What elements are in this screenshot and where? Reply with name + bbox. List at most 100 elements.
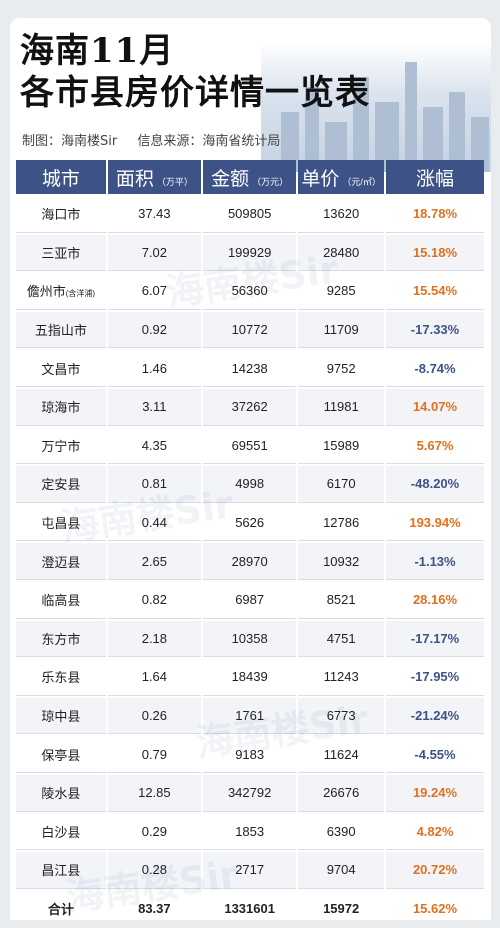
change-cell: 4.82% <box>386 814 484 851</box>
amount-cell: 1761 <box>203 697 297 735</box>
amount-cell: 342792 <box>203 774 297 812</box>
city-cell: 海口市 <box>16 196 106 233</box>
city-cell: 儋州市(含洋浦) <box>16 273 106 310</box>
price-cell: 8521 <box>298 582 385 619</box>
total-area: 83.37 <box>138 900 171 916</box>
table-row: 定安县 0.81 4998 6170 -48.20% <box>16 466 484 503</box>
price-cell: 15989 <box>298 428 385 465</box>
area-cell: 37.43 <box>107 196 202 233</box>
price-cell: 26676 <box>298 774 385 812</box>
price-table: 城市 面积 （万平） 金额 （万元） 单价 （元/㎡） 涨幅 海口市 37.43 5098… <box>14 158 486 928</box>
table-row: 乐东县 1.64 18439 11243 -17.95% <box>16 659 484 696</box>
city-name: 东方市 <box>41 631 81 647</box>
city-cell: 万宁市 <box>16 428 106 465</box>
city-name: 万宁市 <box>41 438 81 454</box>
change-cell: 15.18% <box>386 234 484 272</box>
amount-cell: 10358 <box>203 620 297 658</box>
total-label: 合计 <box>47 901 74 917</box>
table-row: 海口市 37.43 509805 13620 18.78% <box>16 196 484 233</box>
change-cell: -17.17% <box>386 620 484 658</box>
city-name: 文昌市 <box>41 361 81 377</box>
city-cell: 屯昌县 <box>16 505 106 542</box>
price-cell: 12786 <box>298 505 385 542</box>
amount-cell: 18439 <box>203 659 297 696</box>
change-cell: -8.74% <box>386 350 484 387</box>
price-cell: 28480 <box>298 234 385 272</box>
header-change: 涨幅 <box>386 160 484 194</box>
amount-cell: 10772 <box>203 311 297 349</box>
change-cell: -1.13% <box>386 543 484 580</box>
city-cell: 琼中县 <box>16 697 106 735</box>
price-cell: 4751 <box>298 620 385 658</box>
amount-cell: 1853 <box>203 814 297 851</box>
city-name: 定安县 <box>41 477 81 493</box>
city-cell: 陵水县 <box>16 774 106 812</box>
area-cell: 0.44 <box>107 505 202 542</box>
total-change: 15.62% <box>412 900 458 916</box>
header-city: 城市 <box>16 160 106 194</box>
city-cell: 昌江县 <box>16 852 106 889</box>
city-cell: 乐东县 <box>16 659 106 696</box>
price-cell: 9285 <box>298 273 385 310</box>
change-cell: -17.33% <box>386 311 484 349</box>
amount-cell: 6987 <box>203 582 297 619</box>
table-row: 保亭县 0.79 9183 11624 -4.55% <box>16 736 484 773</box>
city-cell: 白沙县 <box>16 814 106 851</box>
table-row: 临高县 0.82 6987 8521 28.16% <box>16 582 484 619</box>
change-cell: -4.55% <box>386 736 484 773</box>
author-credit: 制图：海南楼Sir <box>22 134 118 149</box>
amount-cell: 56360 <box>203 273 297 310</box>
table-row: 陵水县 12.85 342792 26676 19.24% <box>16 774 484 812</box>
price-cell: 11981 <box>298 388 385 426</box>
city-name: 昌江县 <box>41 863 81 879</box>
city-name: 五指山市 <box>34 323 87 339</box>
table-row: 东方市 2.18 10358 4751 -17.17% <box>16 620 484 658</box>
city-cell: 五指山市 <box>16 311 106 349</box>
price-cell: 9752 <box>298 350 385 387</box>
area-cell: 0.82 <box>107 582 202 619</box>
amount-cell: 4998 <box>203 466 297 503</box>
header-area: 面积 （万平） <box>107 160 202 194</box>
area-cell: 0.26 <box>107 697 202 735</box>
area-cell: 0.92 <box>107 311 202 349</box>
price-cell: 10932 <box>298 543 385 580</box>
change-cell: 28.16% <box>386 582 484 619</box>
area-cell: 2.65 <box>107 543 202 580</box>
amount-cell: 5626 <box>203 505 297 542</box>
city-name: 白沙县 <box>41 824 81 840</box>
area-cell: 3.11 <box>107 388 202 426</box>
page-title-line2: 各市县房价详情一览表 <box>20 73 370 113</box>
change-cell: -17.95% <box>386 659 484 696</box>
change-cell: 19.24% <box>386 774 484 812</box>
price-cell: 11624 <box>298 736 385 773</box>
table-row: 三亚市 7.02 199929 28480 15.18% <box>16 234 484 272</box>
amount-cell: 14238 <box>203 350 297 387</box>
change-cell: 20.72% <box>386 852 484 889</box>
city-skyline-image <box>261 42 491 172</box>
price-cell: 11709 <box>298 311 385 349</box>
city-cell: 澄迈县 <box>16 543 106 580</box>
city-name: 儋州市 <box>26 284 66 300</box>
total-row: 合计 83.37 1331601 15972 15.62% <box>16 891 484 927</box>
change-cell: -21.24% <box>386 697 484 735</box>
table-row: 琼海市 3.11 37262 11981 14.07% <box>16 388 484 426</box>
change-cell: 14.07% <box>386 388 484 426</box>
change-cell: 15.54% <box>386 273 484 310</box>
price-cell: 6170 <box>298 466 385 503</box>
area-cell: 6.07 <box>107 273 202 310</box>
city-cell: 琼海市 <box>16 388 106 426</box>
change-cell: -48.20% <box>386 466 484 503</box>
amount-cell: 2717 <box>203 852 297 889</box>
city-name: 琼海市 <box>41 400 81 416</box>
table-row: 儋州市(含洋浦) 6.07 56360 9285 15.54% <box>16 273 484 310</box>
area-cell: 0.81 <box>107 466 202 503</box>
table-row: 万宁市 4.35 69551 15989 5.67% <box>16 428 484 465</box>
area-cell: 4.35 <box>107 428 202 465</box>
city-name: 陵水县 <box>41 786 81 802</box>
table-row: 白沙县 0.29 1853 6390 4.82% <box>16 814 484 851</box>
city-cell: 东方市 <box>16 620 106 658</box>
change-cell: 5.67% <box>386 428 484 465</box>
area-cell: 0.28 <box>107 852 202 889</box>
area-cell: 0.79 <box>107 736 202 773</box>
table-row: 文昌市 1.46 14238 9752 -8.74% <box>16 350 484 387</box>
